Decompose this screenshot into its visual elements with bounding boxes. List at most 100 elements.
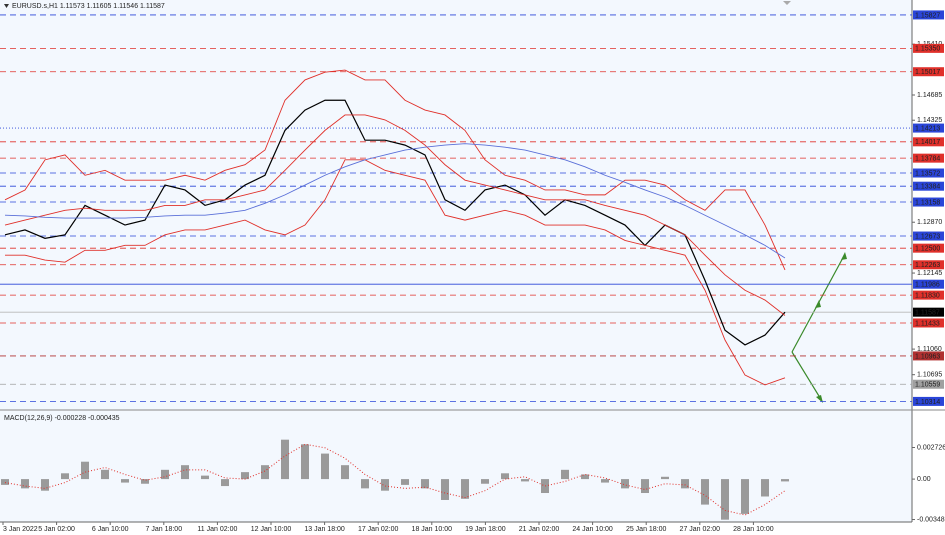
histogram-bar [121, 479, 129, 483]
price-box-label: 1.12263 [915, 262, 940, 269]
histogram-bar [81, 461, 89, 480]
histogram-bar [761, 479, 769, 497]
price-box [913, 231, 944, 241]
series-line [5, 159, 786, 386]
price-box-label: 1.15017 [915, 69, 940, 76]
y-tick-label: -0.003487 [917, 516, 945, 523]
price-box-label: 1.11986 [915, 282, 940, 289]
histogram-bar [41, 479, 49, 491]
price-box [913, 168, 944, 178]
histogram-bar [21, 479, 29, 489]
price-box-label: 1.13158 [915, 199, 940, 206]
price-box-label: 1.13784 [915, 155, 940, 162]
histogram-bar [341, 465, 349, 480]
histogram-bar [581, 474, 589, 480]
price-box-label: 1.12673 [915, 233, 940, 240]
histogram-bar [461, 479, 469, 499]
price-box [913, 153, 944, 163]
series-line [4, 69, 786, 271]
price-box-label: 1.13384 [915, 184, 940, 191]
histogram-bar [781, 479, 789, 482]
projection-arrows [791, 252, 847, 403]
histogram-bar [361, 479, 369, 489]
histogram-bar [381, 479, 389, 491]
histogram-bar [161, 469, 169, 480]
histogram-bar [1, 479, 9, 485]
histogram-bar [321, 453, 329, 480]
scroll-marker [783, 1, 791, 5]
histogram-bar [561, 469, 569, 480]
price-box [913, 181, 944, 191]
price-box [913, 137, 944, 147]
x-tick-label: 6 Jan 10:00 [92, 526, 129, 533]
histogram-bar [681, 479, 689, 489]
price-box [913, 318, 944, 328]
price-box-label: 1.10963 [915, 353, 940, 360]
histogram-bar [601, 479, 609, 483]
price-box-label: 1.14213 [915, 125, 940, 132]
price-box [913, 290, 944, 300]
y-tick-label: 1.12870 [917, 219, 942, 226]
symbol-header: EURUSD.s,H1 1.11573 1.11605 1.11546 1.11… [12, 3, 165, 10]
histogram-bar [301, 444, 309, 480]
x-tick-label: 21 Jan 02:00 [519, 526, 560, 533]
histogram-bar [721, 479, 729, 520]
price-box-label: 1.10559 [915, 382, 940, 389]
price-box [913, 67, 944, 77]
histogram-bar [241, 472, 249, 480]
x-tick-label: 18 Jan 10:00 [412, 526, 453, 533]
price-box-label: 1.15827 [915, 12, 940, 19]
series-line [4, 99, 786, 346]
plot-background [0, 0, 912, 522]
series-line [4, 443, 786, 516]
macd-title: MACD(12,26,9) -0.000228 -0.000435 [4, 415, 120, 422]
x-tick-label: 13 Jan 18:00 [304, 526, 345, 533]
histogram-bar [261, 465, 269, 480]
price-box-label: 1.10314 [915, 399, 940, 406]
y-tick-label: 1.11060 [917, 346, 942, 353]
price-box [913, 43, 944, 53]
series-line [4, 143, 786, 259]
price-box-label: 1.14017 [915, 139, 940, 146]
histogram-bar [521, 479, 529, 482]
price-box [913, 379, 944, 389]
histogram-bar [61, 473, 69, 480]
price-box [913, 260, 944, 270]
arrow-head [841, 252, 847, 260]
histogram-bar [201, 475, 209, 480]
price-box-label: 1.11587 [915, 310, 940, 317]
histogram-bar [221, 479, 229, 487]
price-box [913, 307, 944, 317]
arrow-down [791, 351, 823, 402]
histogram-bar [181, 465, 189, 480]
menu-triangle[interactable] [4, 4, 9, 8]
x-tick-label: 3 Jan 2022 [3, 526, 38, 533]
x-tick-label: 19 Jan 18:00 [465, 526, 506, 533]
price-box [913, 279, 944, 289]
price-box-label: 1.15350 [915, 46, 940, 53]
price-box [913, 243, 944, 253]
price-box [913, 197, 944, 207]
arrow-head [815, 300, 821, 308]
price-box-label: 1.11830 [915, 292, 940, 299]
y-tick-label: 0.00 [917, 476, 931, 483]
x-tick-label: 28 Jan 10:00 [733, 526, 774, 533]
price-box-label: 1.11433 [915, 320, 940, 327]
y-tick-label: 1.14325 [917, 117, 942, 124]
histogram-bar [541, 479, 549, 494]
histogram-bar [661, 476, 669, 480]
histogram-bar [741, 479, 749, 514]
histogram-bar [101, 469, 109, 480]
y-tick-label: 1.14685 [917, 92, 942, 99]
price-box-label: 1.13572 [915, 170, 940, 177]
histogram-bar [141, 479, 149, 484]
histogram-bar [481, 479, 489, 484]
series-line [4, 114, 786, 316]
x-tick-label: 7 Jan 18:00 [146, 526, 183, 533]
histogram-bar [401, 479, 409, 485]
histogram-bar [641, 479, 649, 494]
price-box [913, 351, 944, 361]
price-box-label: 1.12500 [915, 246, 940, 253]
price-box [913, 10, 944, 20]
